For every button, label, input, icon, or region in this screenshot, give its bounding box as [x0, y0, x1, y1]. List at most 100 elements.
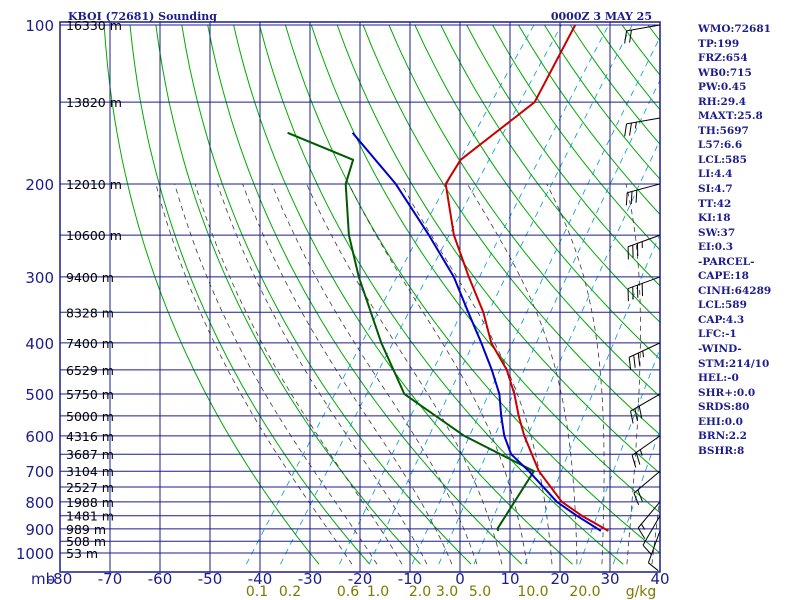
- height-labels: 16330 m 13820 m 12010 m 10600 m 9400 m 8328 m…: [66, 18, 122, 561]
- index-item: -PARCEL-: [698, 255, 755, 268]
- index-item: BSHR:8: [698, 444, 745, 457]
- height-label: 1481 m: [66, 509, 114, 524]
- moist-adiabat-line: [242, 183, 453, 565]
- temp-tick-label: -40: [248, 570, 273, 588]
- plot-frame: [59, 21, 661, 573]
- wind-barb: [642, 515, 661, 555]
- temp-tick-label: 10: [500, 570, 519, 588]
- temp-tick-label: -60: [148, 570, 173, 588]
- pressure-tick-label: 900: [25, 521, 54, 539]
- chart-time: 0000Z 3 MAY 25: [551, 10, 652, 23]
- wind-barb: [630, 393, 661, 424]
- temp-tick-label: -20: [348, 570, 373, 588]
- height-label: 6529 m: [66, 363, 114, 378]
- height-label: 53 m: [66, 546, 98, 561]
- dry-adiabat-line: [336, 24, 660, 475]
- moist-adiabat-line: [466, 183, 578, 565]
- mixing-ratio-label: 2.0: [409, 584, 431, 600]
- dry-adiabat-line: [440, 24, 660, 323]
- dry-adiabat-line: [388, 24, 660, 398]
- index-item: STM:214/10: [698, 357, 770, 370]
- dry-adiabat-line: [181, 24, 472, 565]
- wind-barb: [631, 435, 661, 468]
- wind-barbs: [624, 24, 661, 572]
- dry-adiabat-line: [259, 24, 624, 565]
- height-label: 9400 m: [66, 270, 114, 285]
- mixing-ratio-line: [246, 24, 535, 565]
- index-item: SHR+:0.0: [698, 386, 756, 399]
- mixing-ratio-labels: 0.1 0.2 0.6 1.0 2.0 3.0 5.0 10.0 20.0 g/kg: [246, 584, 656, 600]
- index-item: L57:6.6: [698, 139, 743, 152]
- moist-adiabat-line: [546, 183, 605, 565]
- mixing-ratio-line: [579, 347, 660, 565]
- index-item: RH:29.4: [698, 95, 747, 108]
- moist-adiabat-line: [306, 183, 503, 565]
- mixing-ratio-label: 0.6: [337, 584, 359, 600]
- wind-barb: [624, 117, 661, 137]
- index-item: TT:42: [698, 197, 732, 210]
- pressure-tick-label: 1000: [16, 545, 54, 563]
- index-item: CINH:64289: [698, 284, 772, 297]
- height-label: 4316 m: [66, 429, 114, 444]
- index-item: SW:37: [698, 226, 736, 239]
- mixing-ratio-line: [524, 233, 660, 565]
- moist-adiabat-line: [194, 183, 403, 565]
- index-item: WB0:715: [698, 66, 752, 79]
- y-unit-label: mb: [31, 570, 55, 588]
- dry-adiabat-line: [129, 24, 371, 565]
- dry-adiabat-line: [233, 24, 573, 565]
- wind-barb: [647, 530, 661, 572]
- wind-barb: [627, 276, 661, 302]
- dry-adiabat-line: [492, 24, 660, 251]
- height-label: 10600 m: [66, 228, 122, 243]
- pressure-tick-label: 500: [25, 386, 54, 404]
- temp-tick-label: -30: [298, 570, 323, 588]
- index-item: EHI:0.0: [698, 415, 743, 428]
- wind-barb: [627, 234, 661, 260]
- dewpoint-line: [287, 131, 535, 532]
- height-label: 3687 m: [66, 447, 114, 462]
- pressure-tick-label: 300: [25, 269, 54, 287]
- index-item: HEL:-0: [698, 372, 739, 385]
- wind-barb: [637, 501, 661, 539]
- moist-adiabat-line: [625, 183, 641, 565]
- index-item: EI:0.3: [698, 241, 734, 254]
- height-label: 16330 m: [66, 18, 122, 33]
- index-item: KI:18: [698, 212, 731, 225]
- wind-barb: [625, 183, 661, 206]
- temp-tick-label: 20: [550, 570, 569, 588]
- index-item: MAXT:25.8: [698, 110, 763, 123]
- wind-barb: [628, 342, 661, 370]
- index-item: SI:4.7: [698, 183, 733, 196]
- index-item: BRN:2.2: [698, 430, 747, 443]
- height-label: 1988 m: [66, 495, 114, 510]
- mixing-ratio-label: 5.0: [469, 584, 491, 600]
- mixing-ratio-label: 3.0: [436, 584, 458, 600]
- chart-title: KBOI (72681) Sounding: [68, 10, 217, 23]
- pressure-tick-label: 800: [25, 494, 54, 512]
- parcel-line: [351, 132, 602, 532]
- height-label: 12010 m: [66, 177, 122, 192]
- index-item: CAPE:18: [698, 270, 749, 283]
- height-label: 3104 m: [66, 464, 114, 479]
- moist-adiabat-line: [217, 183, 428, 565]
- index-item: LCL:589: [698, 299, 747, 312]
- temperature-axis: -80 -70 -60 -50 -40 -30 -20 -10 0 10 20 30 40: [48, 570, 670, 588]
- sounding-traces: [287, 24, 609, 532]
- index-item: LFC:-1: [698, 328, 737, 341]
- mixing-ratio-label: 1.0: [367, 584, 389, 600]
- index-item: LI:4.4: [698, 168, 733, 181]
- mixing-ratio-line: [438, 79, 660, 565]
- pressure-tick-label: 100: [25, 17, 54, 35]
- mixing-ratio-label: 0.1: [246, 584, 268, 600]
- mixing-ratio-label: g/kg: [626, 584, 657, 600]
- index-item: CAP:4.3: [698, 313, 745, 326]
- pressure-tick-label: 700: [25, 463, 54, 481]
- height-label: 508 m: [66, 534, 106, 549]
- moist-adiabat-line: [155, 183, 353, 565]
- pressure-axis: 100 200 300 400 500 600 700 800 900 1000: [16, 17, 54, 563]
- dry-adiabat-line: [362, 24, 660, 436]
- temp-tick-label: -80: [48, 570, 73, 588]
